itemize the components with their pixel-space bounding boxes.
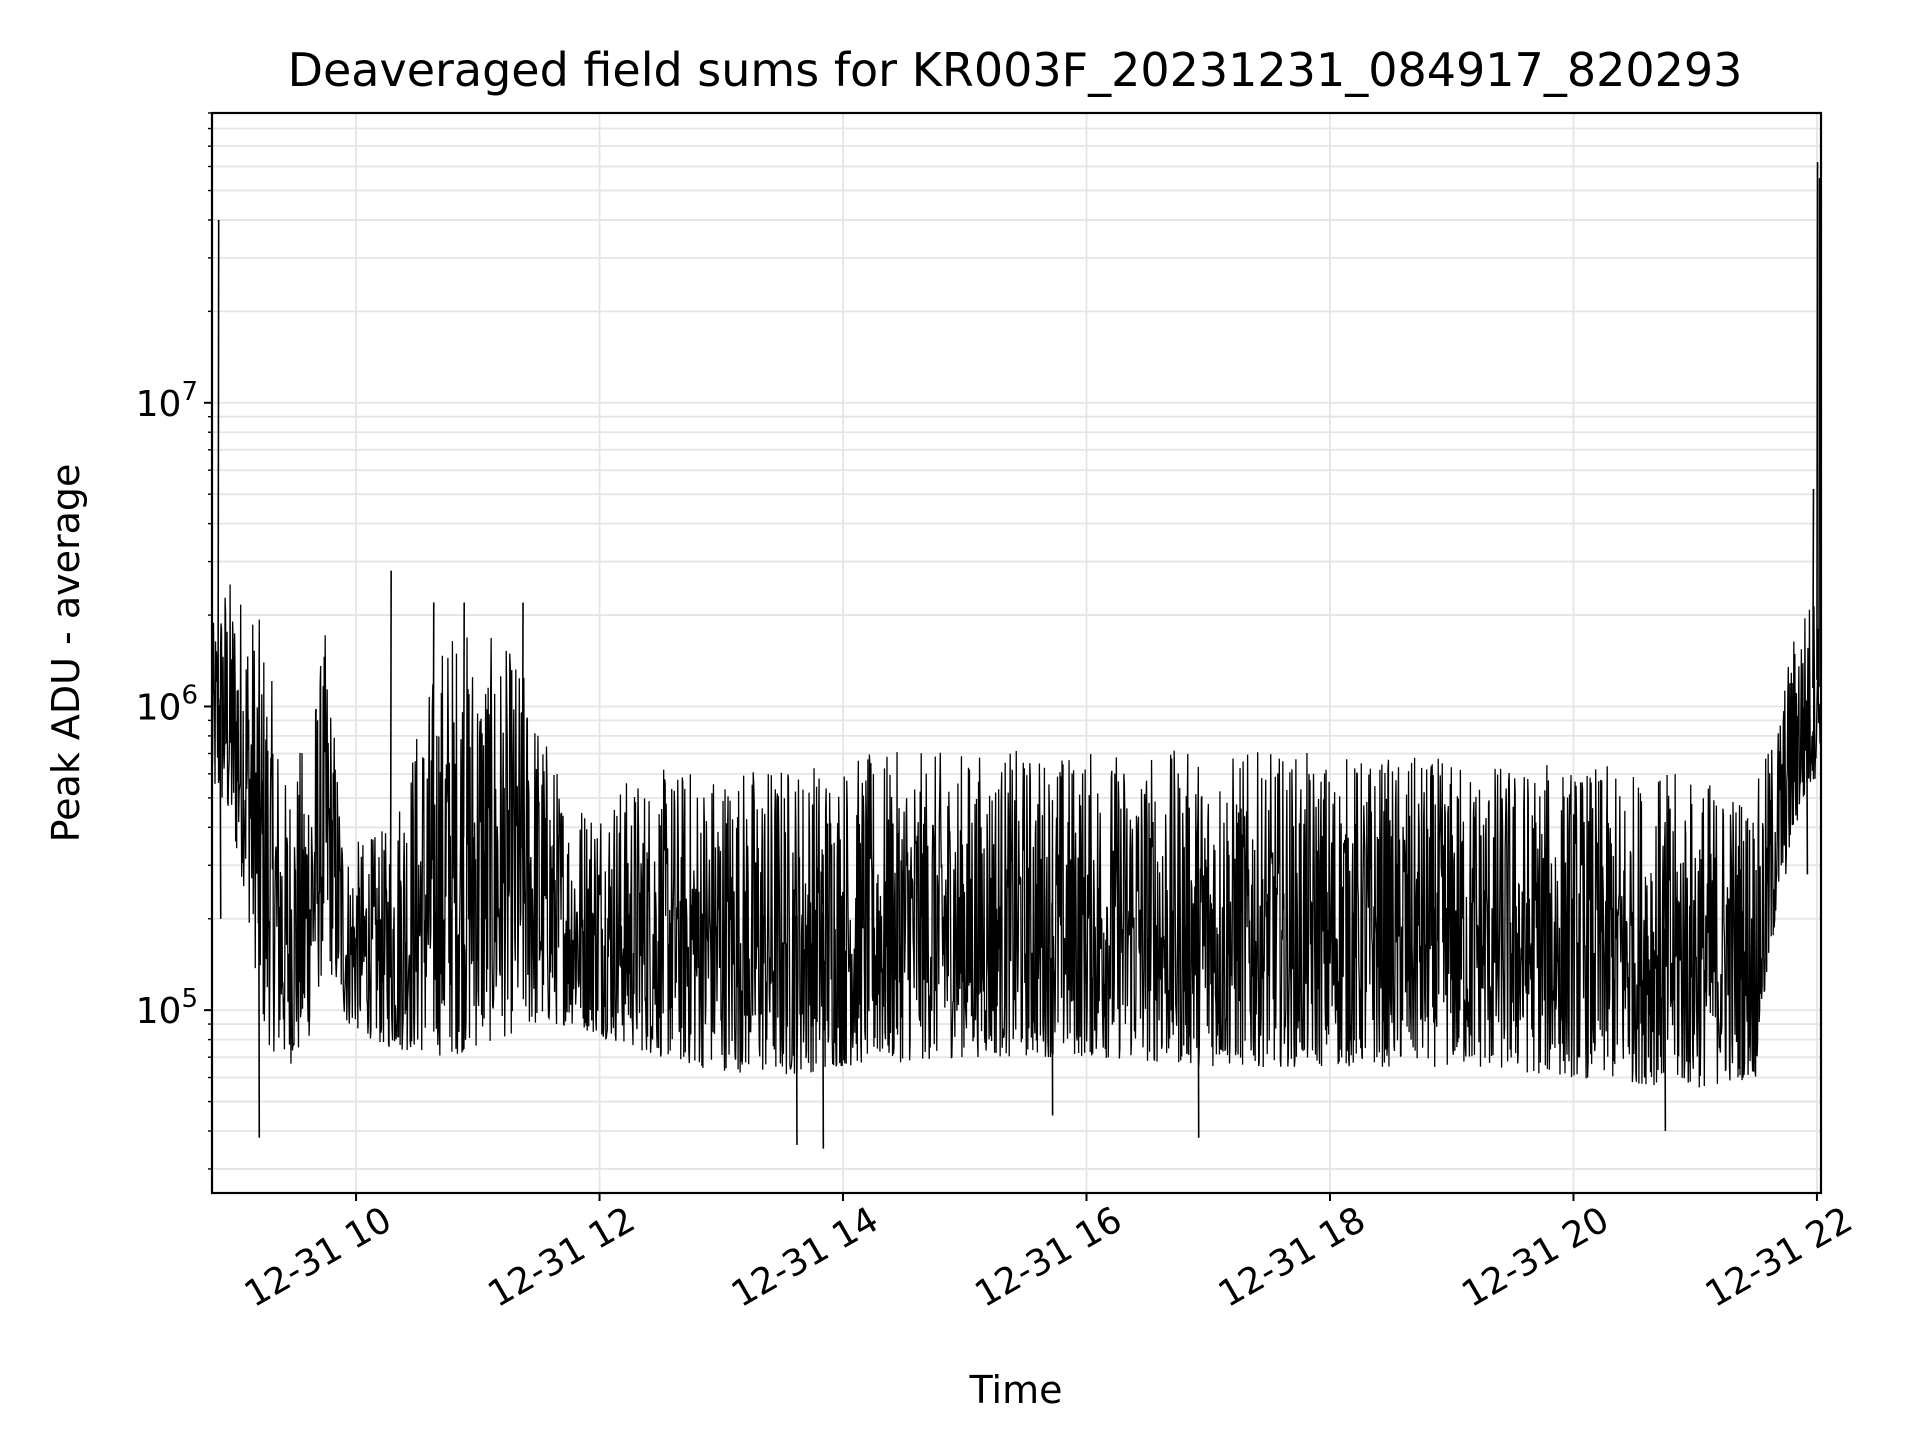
series-spike — [1051, 902, 1054, 1116]
x-tick-label: 12-31 12 — [481, 1199, 642, 1315]
series-spike — [1805, 700, 1809, 875]
x-axis-label: Time — [969, 1368, 1063, 1412]
y-tick-label: 105 — [136, 984, 198, 1032]
series-spike — [821, 912, 825, 1149]
x-tick-label: 12-31 14 — [725, 1199, 886, 1315]
x-tick-label: 12-31 20 — [1455, 1199, 1616, 1315]
series-spike — [521, 602, 524, 848]
series-spike — [217, 219, 220, 703]
y-tick-label: 106 — [136, 680, 198, 728]
y-tick-label: 107 — [136, 377, 198, 425]
x-tick-label: 12-31 10 — [238, 1199, 399, 1315]
x-axis: 12-31 10 12-31 12 12-31 14 12-31 16 12-31 18… — [238, 1193, 1860, 1316]
series-spike — [219, 698, 222, 919]
plot-frame — [210, 111, 1823, 1195]
series-spike — [1663, 928, 1667, 1132]
series-spike — [432, 602, 435, 860]
series-spike — [462, 602, 465, 838]
series-line — [212, 162, 1821, 1149]
x-tick-label: 12-31 16 — [968, 1199, 1129, 1315]
series-spike — [1812, 489, 1815, 689]
chart-title: Deaveraged field sums for KR003F_2023123… — [288, 43, 1743, 97]
series-spike — [1197, 907, 1200, 1138]
series-trace — [212, 584, 1821, 1088]
series-spike — [795, 915, 798, 1145]
y-axis-label: Peak ADU - average — [44, 464, 88, 843]
y-axis: 105 106 107 — [136, 112, 212, 1170]
x-tick-label: 12-31 22 — [1699, 1199, 1860, 1315]
series-spike — [257, 805, 261, 1138]
series-spike — [1816, 162, 1819, 680]
series-spike — [389, 570, 392, 931]
x-tick-label: 12-31 18 — [1212, 1199, 1373, 1315]
series-spike — [1818, 177, 1821, 688]
